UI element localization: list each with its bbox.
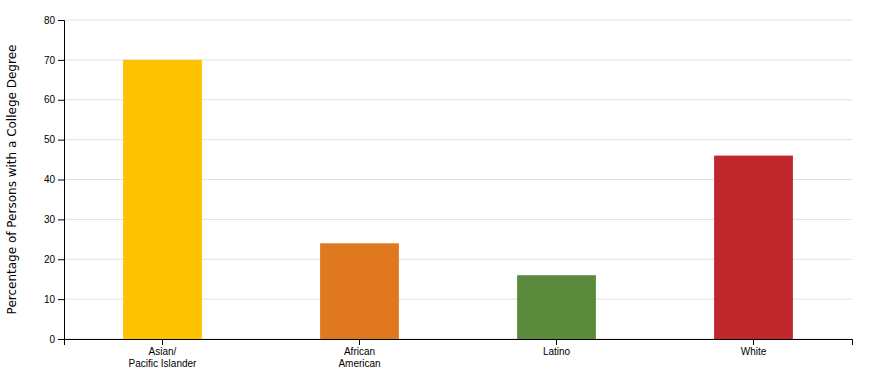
y-tick-mark (58, 299, 64, 300)
y-tick-mark (58, 259, 64, 260)
y-tick-label: 60 (44, 94, 56, 105)
bar (123, 60, 202, 339)
y-axis-line (58, 21, 65, 340)
y-tick-label: 80 (44, 15, 56, 26)
y-tick-label: 0 (49, 334, 55, 345)
x-tick-label-line: Latino (543, 346, 571, 357)
y-tick-mark (58, 339, 64, 340)
x-tick-label-line: Pacific Islander (129, 358, 197, 369)
bar (320, 243, 399, 339)
y-tick: 80 (44, 15, 64, 26)
bar (517, 275, 596, 339)
y-tick-mark (58, 219, 64, 220)
x-tick-mark (556, 339, 557, 345)
y-tick: 70 (44, 55, 64, 66)
y-tick-label: 40 (44, 174, 56, 185)
y-tick: 50 (44, 134, 64, 145)
y-tick-mark (58, 100, 64, 101)
y-tick-mark (58, 140, 64, 141)
x-tick-mark (359, 339, 360, 345)
x-tick: Asian/Pacific Islander (129, 339, 197, 369)
plot: 01020304050607080Asian/Pacific IslanderA… (44, 15, 853, 369)
bar (714, 156, 793, 339)
x-tick-mark (162, 339, 163, 345)
chart-svg: 01020304050607080Asian/Pacific IslanderA… (0, 0, 872, 391)
y-tick: 20 (44, 254, 64, 265)
grid-line (64, 20, 852, 21)
y-tick-label: 70 (44, 55, 56, 66)
x-tick-label-line: Asian/ (149, 346, 177, 357)
x-tick-label: AfricanAmerican (338, 346, 380, 369)
y-tick-mark (58, 20, 64, 21)
x-tick: AfricanAmerican (338, 339, 380, 369)
x-tick-label-line: White (741, 346, 767, 357)
x-tick-label-line: African (344, 346, 375, 357)
x-axis-line (65, 340, 853, 346)
y-tick-mark (58, 180, 64, 181)
y-tick-label: 30 (44, 214, 56, 225)
x-tick: Latino (543, 339, 571, 357)
x-tick-label: Asian/Pacific Islander (129, 346, 197, 369)
bars (123, 60, 793, 339)
y-tick: 0 (49, 334, 64, 345)
grid (64, 20, 852, 339)
chart-container: 01020304050607080Asian/Pacific IslanderA… (0, 0, 872, 391)
y-tick-mark (58, 60, 64, 61)
y-tick-label: 10 (44, 294, 56, 305)
y-axis: 0 10 20 30 40 50 60 70 80 (44, 15, 65, 345)
y-tick: 10 (44, 294, 64, 305)
y-tick-label: 20 (44, 254, 56, 265)
y-axis-title: Percentage of Persons with a College Deg… (5, 45, 19, 315)
x-tick-label-line: American (338, 358, 380, 369)
x-tick-label: Latino (543, 346, 571, 357)
y-tick-label: 50 (44, 134, 56, 145)
y-tick: 30 (44, 214, 64, 225)
x-tick: White (741, 339, 767, 357)
x-tick-label: White (741, 346, 767, 357)
x-axis: Asian/Pacific Islander AfricanAmerican Lat… (65, 339, 853, 369)
y-tick: 60 (44, 94, 64, 105)
x-tick-mark (753, 339, 754, 345)
y-tick: 40 (44, 174, 64, 185)
